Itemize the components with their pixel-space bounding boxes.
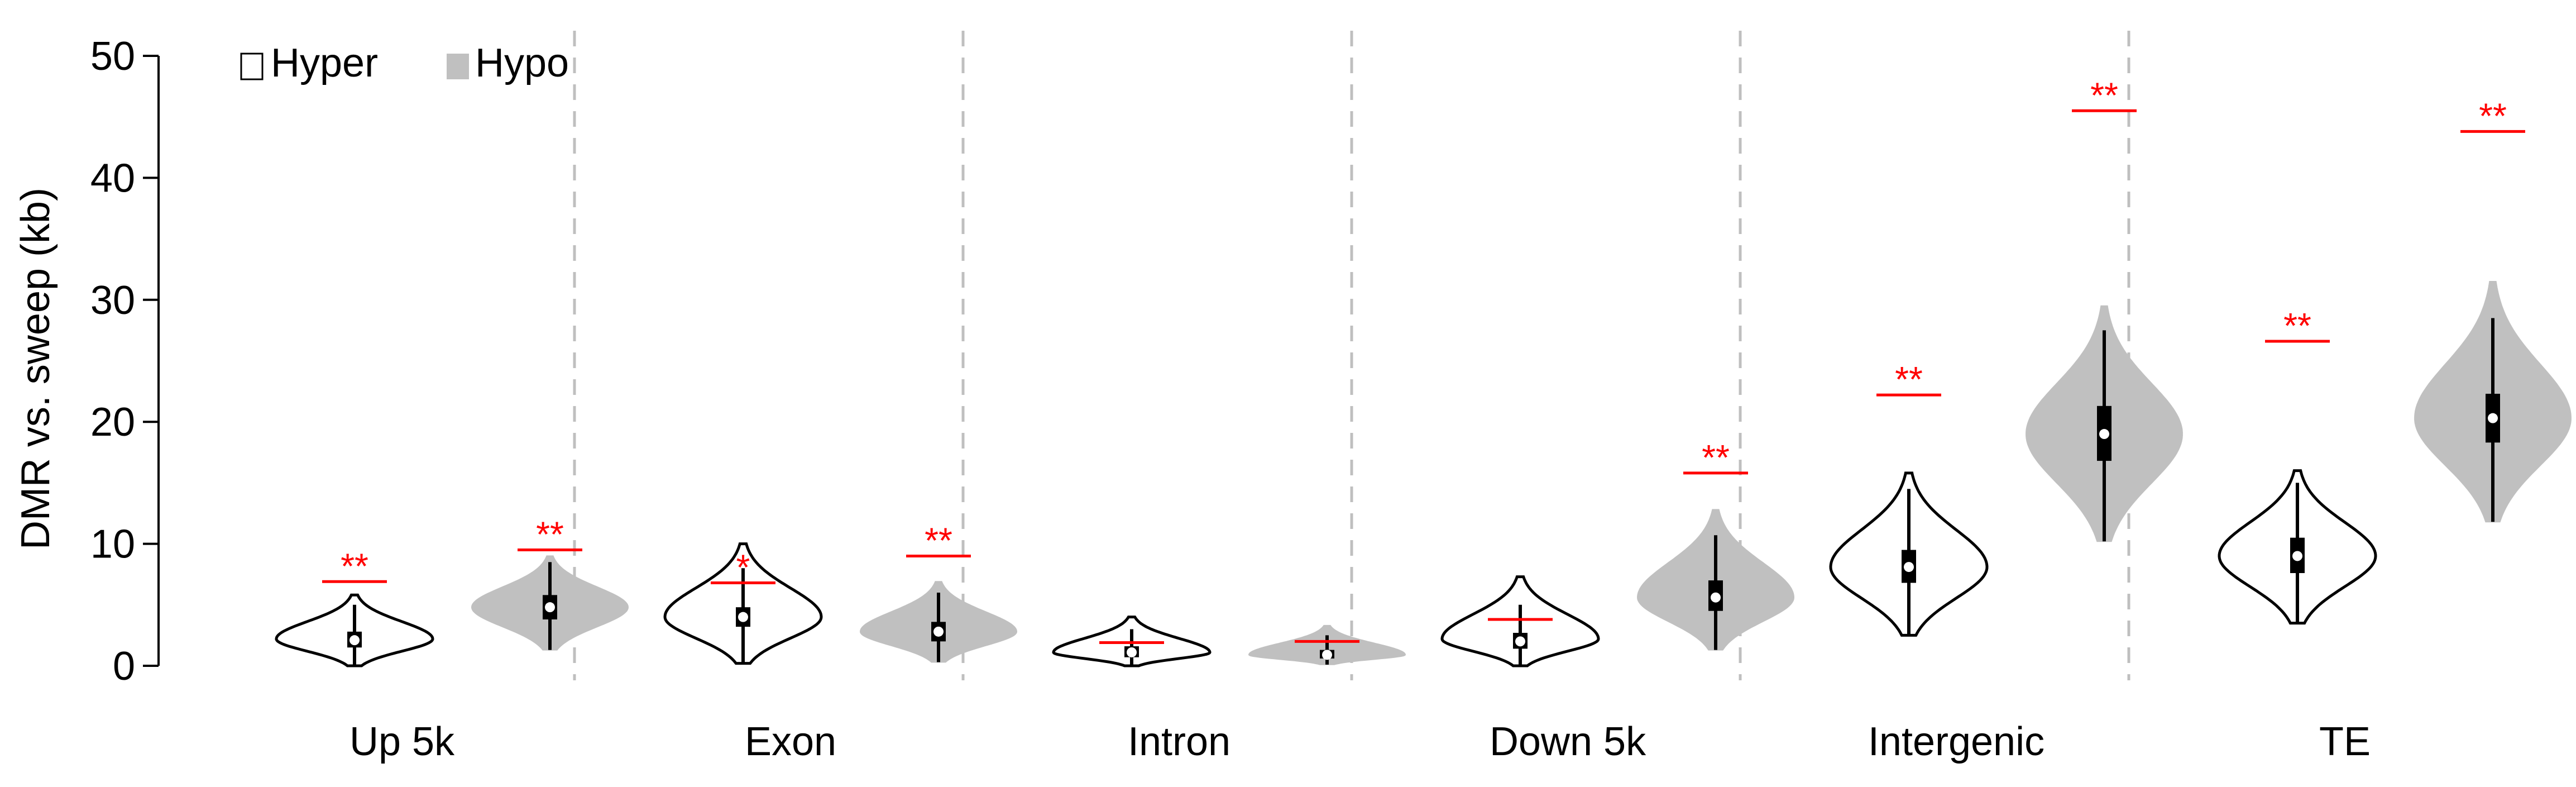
significance-stars-hypo: **	[1702, 437, 1730, 478]
significance-stars-hyper: **	[341, 546, 368, 586]
y-axis: 0 10 20 30 40 50	[90, 34, 160, 689]
y-tick-label: 50	[90, 34, 135, 79]
category-labels: Up 5k Exon Intron Down 5k Intergenic TE	[349, 719, 2371, 764]
legend-swatch-hypo	[447, 54, 469, 79]
significance-stars-hypo: **	[2479, 96, 2507, 136]
significance-stars-hyper: **	[1895, 359, 1923, 399]
y-tick-label: 30	[90, 278, 135, 323]
legend-label-hyper: Hyper	[271, 41, 378, 85]
median-point-hyper	[349, 635, 360, 646]
significance-marks: *****************	[322, 75, 2525, 645]
median-point-hypo	[2488, 413, 2498, 423]
median-point-hypo	[2099, 429, 2109, 440]
category-label: Intron	[1128, 719, 1230, 764]
y-tick-label: 20	[90, 400, 135, 445]
legend: Hyper Hypo	[240, 41, 569, 85]
violins	[275, 281, 2572, 667]
median-point-hypo	[1322, 650, 1332, 660]
significance-stars-hypo: **	[2090, 75, 2118, 115]
median-point-hyper	[1515, 636, 1525, 647]
significance-stars-hypo: **	[536, 514, 564, 555]
median-point-hypo	[545, 602, 555, 613]
y-tick-label: 40	[90, 156, 135, 201]
y-tick-label: 10	[90, 522, 135, 567]
y-axis-label: DMR vs. sweep (kb)	[13, 188, 58, 550]
significance-stars-hyper: *	[736, 547, 750, 587]
category-label: Intergenic	[1868, 719, 2044, 764]
median-point-hyper	[1904, 562, 1914, 573]
median-point-hyper	[2292, 551, 2302, 561]
significance-stars-hyper: **	[2283, 306, 2311, 346]
legend-label-hypo: Hypo	[475, 41, 569, 85]
median-point-hypo	[1711, 592, 1721, 603]
significance-stars-hypo: **	[925, 520, 952, 560]
legend-swatch-hyper	[240, 53, 264, 80]
median-point-hyper	[1127, 647, 1137, 657]
y-tick-label: 0	[113, 644, 135, 689]
median-point-hyper	[738, 612, 748, 622]
category-label: TE	[2319, 719, 2371, 764]
category-label: Down 5k	[1490, 719, 1646, 764]
category-label: Exon	[745, 719, 836, 764]
category-label: Up 5k	[349, 719, 455, 764]
median-point-hypo	[933, 626, 944, 637]
